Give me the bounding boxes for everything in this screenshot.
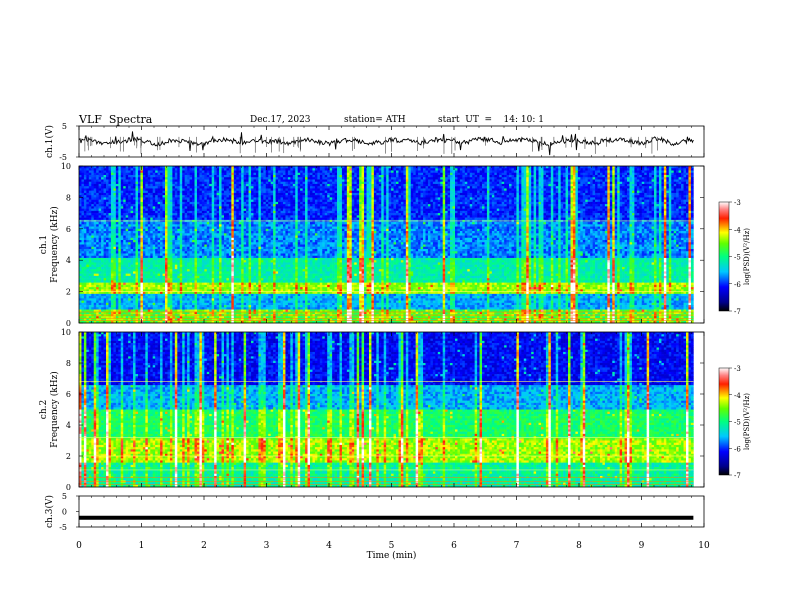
ytick-label: 5 xyxy=(62,122,67,131)
waveform-ylabel: ch.1(V) xyxy=(44,125,55,158)
xtick-label: 1 xyxy=(139,541,145,551)
xtick-label: 0 xyxy=(76,541,82,551)
ytick-label: 6 xyxy=(66,390,71,399)
spectrogram-channel-label: ch.1 xyxy=(39,235,49,254)
ytick-label: 10 xyxy=(61,162,71,171)
colorbar-tick-label: -6 xyxy=(734,281,741,289)
colorbar-tick-label: -5 xyxy=(734,419,741,427)
ytick-label: 2 xyxy=(66,288,71,297)
ytick-label: -5 xyxy=(59,153,67,162)
xtick-label: 8 xyxy=(576,541,582,551)
ytick-label: 8 xyxy=(66,193,71,202)
ytick-label: 0 xyxy=(62,508,67,517)
ytick-label: 2 xyxy=(66,452,71,461)
xtick-label: 2 xyxy=(201,541,207,551)
waveform-ylabel: ch.3(V) xyxy=(44,495,55,528)
xtick-label: 6 xyxy=(451,541,457,551)
ytick-label: 10 xyxy=(61,328,71,337)
xtick-label: 9 xyxy=(639,541,645,551)
ytick-label: 0 xyxy=(66,483,71,492)
colorbar-tick-label: -3 xyxy=(734,365,741,373)
spectrogram-channel-label: ch.2 xyxy=(39,400,49,419)
ytick-label: 4 xyxy=(66,256,71,265)
ytick-label: 6 xyxy=(66,225,71,234)
xtick-label: 5 xyxy=(389,541,395,551)
spectrogram-image-ch1 xyxy=(79,166,694,323)
ytick-label: 4 xyxy=(66,421,71,430)
ytick-label: -5 xyxy=(59,523,67,532)
xtick-label: 10 xyxy=(698,541,710,551)
waveform-line-ch1 xyxy=(79,131,693,155)
colorbar-1 xyxy=(719,202,729,311)
spectrogram-ylabel: Frequency (kHz) xyxy=(49,371,60,448)
colorbar-tick-label: -4 xyxy=(734,226,741,234)
spectrogram-ylabel: Frequency (kHz) xyxy=(49,206,60,283)
waveform-frame-3 xyxy=(79,496,704,527)
ytick-label: 8 xyxy=(66,359,71,368)
colorbar-tick-label: -7 xyxy=(734,472,741,480)
colorbar-tick-label: -6 xyxy=(734,445,741,453)
xtick-label: 4 xyxy=(326,541,332,551)
colorbar-2 xyxy=(719,368,729,475)
spectrogram-image-ch2 xyxy=(79,332,694,487)
xtick-label: 7 xyxy=(514,541,520,551)
xtick-label: 3 xyxy=(264,541,270,551)
x-axis-label: Time (min) xyxy=(367,550,417,561)
colorbar-label: log(PSD)(V²/Hz) xyxy=(743,393,751,450)
colorbar-tick-label: -3 xyxy=(734,199,741,207)
ytick-label: 5 xyxy=(62,492,67,501)
colorbar-tick-label: -4 xyxy=(734,392,741,400)
colorbar-label: log(PSD)(V²/Hz) xyxy=(743,228,751,285)
ytick-label: 0 xyxy=(66,319,71,328)
colorbar-tick-label: -5 xyxy=(734,254,741,262)
colorbar-tick-label: -7 xyxy=(734,308,741,316)
